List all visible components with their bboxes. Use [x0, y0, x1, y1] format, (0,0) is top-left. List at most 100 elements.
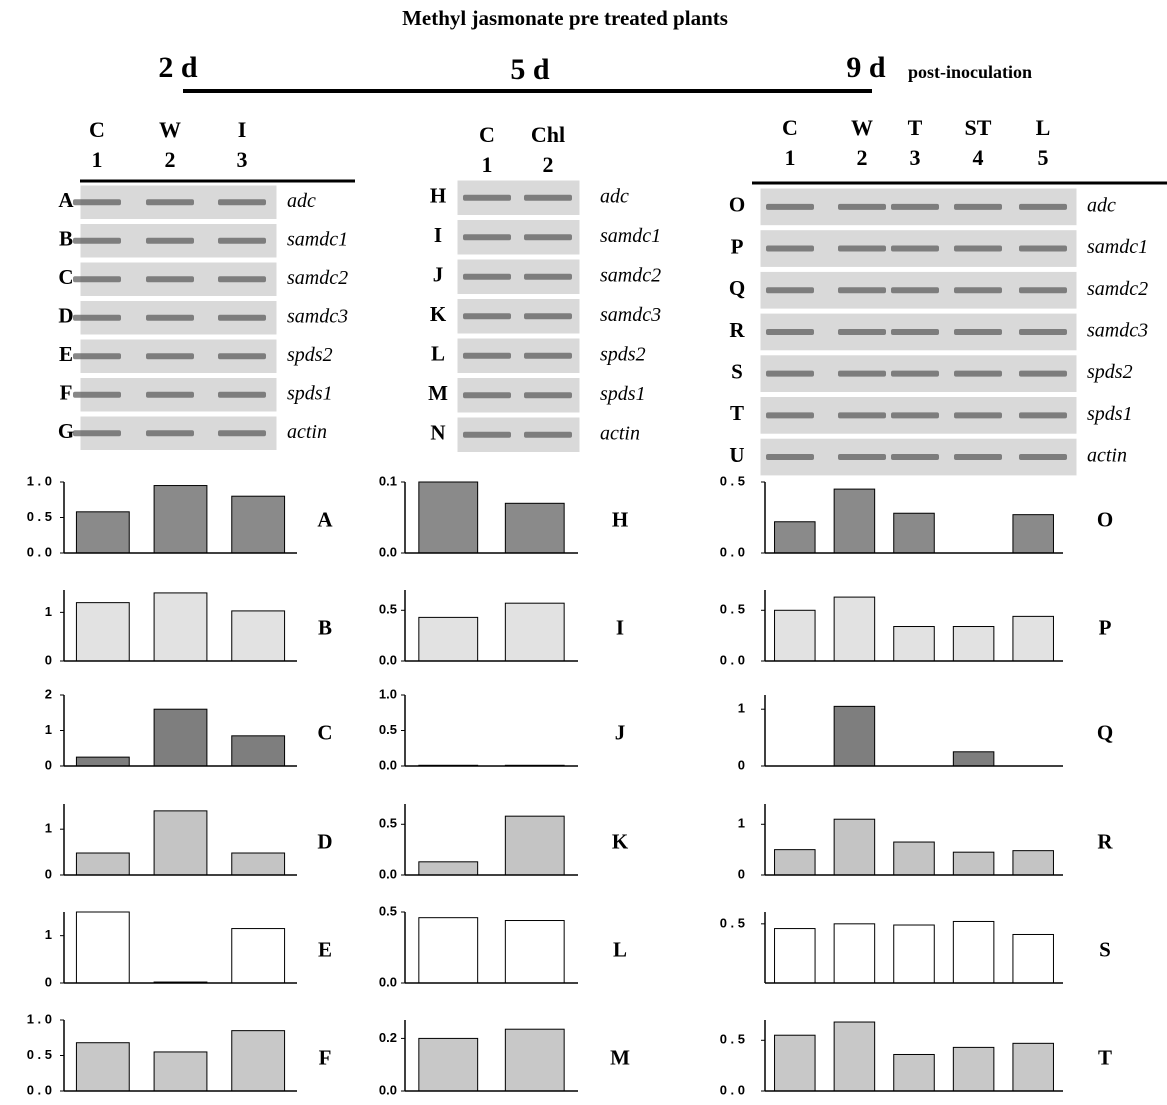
bar: [894, 627, 935, 661]
bar: [232, 736, 285, 766]
lane-number: 2: [857, 145, 868, 170]
bar: [232, 929, 285, 983]
bar: [154, 593, 207, 661]
panel-label: S: [1099, 937, 1111, 961]
gel-band: [146, 430, 194, 436]
y-tick-label: 0 . 0: [720, 1082, 745, 1097]
gel-band: [218, 315, 266, 321]
gel-band: [218, 430, 266, 436]
gel-row-letter: P: [731, 234, 744, 258]
gene-name: spds1: [1087, 403, 1133, 425]
gel-band: [524, 432, 572, 438]
y-tick-label: 1: [45, 821, 52, 836]
bar: [1013, 515, 1054, 553]
y-tick-label: 0 . 0: [720, 652, 745, 667]
panel-label: O: [1097, 507, 1113, 531]
y-tick-label: 0 . 0: [720, 544, 745, 559]
gene-name: samdc1: [287, 228, 348, 250]
bar: [76, 1043, 129, 1091]
y-tick-label: 0 . 0: [27, 544, 52, 559]
bar: [834, 1022, 875, 1091]
y-tick-label: 0.0: [379, 1082, 397, 1097]
y-tick-label: 0 . 5: [720, 602, 745, 617]
bar: [505, 816, 564, 875]
y-tick-label: 1.0: [379, 686, 397, 701]
lane-name: I: [238, 117, 247, 142]
gel-band: [891, 371, 939, 377]
gel-band: [1019, 412, 1067, 418]
y-tick-label: 0 . 5: [720, 473, 745, 488]
y-tick-label: 0.5: [379, 722, 397, 737]
gel-row-letter: H: [430, 184, 446, 208]
gel-band: [838, 204, 886, 210]
bar: [894, 513, 935, 553]
gel-band: [1019, 454, 1067, 460]
gel-band: [766, 204, 814, 210]
gel-band: [524, 313, 572, 319]
gel-band: [146, 315, 194, 321]
bar: [775, 522, 816, 553]
gel-band: [73, 315, 121, 321]
gene-name: samdc3: [1087, 320, 1148, 342]
bar: [419, 862, 478, 875]
lane-name: L: [1036, 115, 1051, 140]
gel-band: [838, 454, 886, 460]
gel-band: [146, 199, 194, 205]
bar: [834, 597, 875, 661]
gel-band: [766, 371, 814, 377]
y-tick-label: 0.5: [379, 602, 397, 617]
gel-band: [954, 371, 1002, 377]
panel-label: F: [319, 1045, 332, 1069]
gel-band: [463, 353, 511, 359]
gel-band: [891, 287, 939, 293]
y-tick-label: 0.0: [379, 974, 397, 989]
bar: [505, 1029, 564, 1091]
gene-name: spds2: [600, 343, 646, 365]
gel-band: [954, 412, 1002, 418]
timepoint: 2 d: [158, 51, 198, 84]
lane-number: 5: [1038, 145, 1049, 170]
bar: [154, 811, 207, 875]
y-tick-label: 0: [45, 757, 52, 772]
lane-name: T: [908, 115, 923, 140]
y-tick-label: 0 . 5: [27, 1047, 52, 1062]
bar: [419, 918, 478, 983]
bar: [232, 853, 285, 875]
bar: [232, 496, 285, 553]
gel-band: [524, 353, 572, 359]
gel-band: [766, 454, 814, 460]
y-tick-label: 0: [45, 974, 52, 989]
gene-name: samdc2: [287, 267, 348, 289]
lane-number: 3: [237, 147, 248, 172]
gel-band: [73, 199, 121, 205]
gel-band: [73, 238, 121, 244]
panel-label: M: [610, 1045, 630, 1069]
y-tick-label: 0 . 5: [720, 1032, 745, 1047]
gel-row-letter: J: [433, 263, 444, 287]
y-tick-label: 0.5: [379, 903, 397, 918]
gel-band: [1019, 287, 1067, 293]
gel-row-letter: A: [58, 188, 74, 212]
y-tick-label: 1: [45, 927, 52, 942]
gel-band: [891, 454, 939, 460]
gel-row-letter: D: [58, 304, 73, 328]
gel-row-letter: M: [428, 381, 448, 405]
y-tick-label: 0: [738, 757, 745, 772]
bar: [775, 610, 816, 661]
gel-row-letter: N: [430, 421, 445, 445]
bar: [419, 482, 478, 553]
gel-band: [838, 246, 886, 252]
lane-number: 4: [973, 145, 984, 170]
gel-band: [838, 371, 886, 377]
panel-label: B: [318, 615, 332, 639]
gel-band: [954, 329, 1002, 335]
gel-band: [766, 287, 814, 293]
bar: [894, 925, 935, 983]
panel-label: Q: [1097, 720, 1113, 744]
gel-band: [954, 454, 1002, 460]
gel-band: [463, 274, 511, 280]
figure: Methyl jasmonate pre treated plants 2 d …: [0, 0, 1167, 1105]
y-tick-label: 0 . 5: [27, 509, 52, 524]
bar: [232, 611, 285, 661]
gene-name: samdc2: [1087, 278, 1148, 300]
